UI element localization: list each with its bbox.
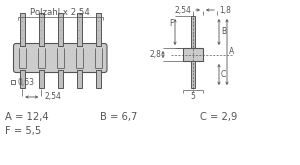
Bar [11,80,15,84]
Text: Polzahl x 2,54: Polzahl x 2,54 [30,8,90,17]
Bar [77,13,82,46]
Bar [77,70,82,88]
Text: C = 2,9: C = 2,9 [200,112,237,122]
Text: A = 12,4: A = 12,4 [5,112,49,122]
Text: 2,8: 2,8 [149,50,161,59]
Text: B: B [221,28,226,36]
Bar [191,16,195,48]
Bar [96,13,100,46]
Text: 2,54: 2,54 [174,5,191,15]
Text: 5: 5 [190,92,195,101]
Text: 0,63: 0,63 [17,78,34,86]
Bar [39,70,43,88]
Text: F: F [169,19,174,28]
Bar [39,13,43,46]
Bar [191,61,195,88]
Text: 2,54: 2,54 [44,93,61,101]
Text: C: C [221,70,226,79]
Bar [20,13,25,46]
Text: A: A [229,48,234,56]
Text: F = 5,5: F = 5,5 [5,126,41,136]
Bar [58,13,62,46]
Bar [96,70,100,88]
Bar [183,48,203,61]
FancyBboxPatch shape [14,44,107,72]
Text: 1,8: 1,8 [219,5,231,15]
Text: B = 6,7: B = 6,7 [100,112,137,122]
Bar [58,70,62,88]
Bar [20,70,25,88]
